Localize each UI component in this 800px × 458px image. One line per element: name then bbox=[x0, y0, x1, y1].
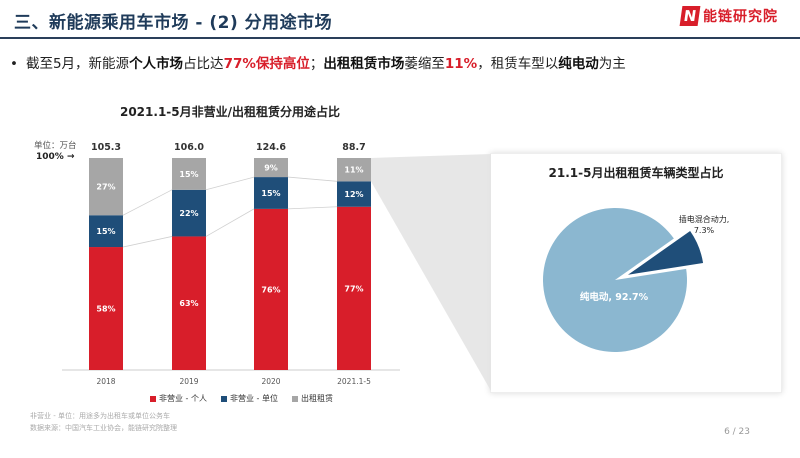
footnote-2: 数据来源：中国汽车工业协会，能链研究院整理 bbox=[30, 424, 177, 432]
hundred-percent-label: 100% → bbox=[36, 152, 75, 162]
bar-total-label: 106.0 bbox=[174, 142, 204, 153]
bar-segment bbox=[254, 158, 288, 178]
bar-segment bbox=[172, 189, 206, 237]
bar-total-label: 124.6 bbox=[256, 142, 286, 153]
legend-swatch-unit bbox=[220, 395, 227, 402]
x-tick-label: 2019 bbox=[179, 377, 198, 386]
logo-mark-icon: N bbox=[679, 6, 701, 26]
bar-segment-label: 15% bbox=[179, 170, 198, 179]
bullet-part-7: 11% bbox=[444, 56, 478, 72]
bar-connector-line bbox=[287, 206, 338, 210]
bar-total-label: 105.3 bbox=[91, 142, 121, 153]
bullet-part-9: 纯电动 bbox=[558, 56, 599, 72]
logo-text: 能链研究院 bbox=[703, 9, 778, 25]
bullet-part-5: 出租租赁市场 bbox=[323, 56, 405, 72]
bullet-text: 截至5月，新能源个人市场占比达77%保持高位；出租租赁市场萎缩至11%，租赁车型… bbox=[26, 56, 626, 72]
bar-segment-label: 11% bbox=[344, 166, 363, 175]
bullet-part-4: ； bbox=[309, 56, 324, 72]
bar-segment-label: 15% bbox=[261, 189, 280, 198]
bar-legend: 非营业 - 个人 非营业 - 单位 出租租赁 bbox=[150, 393, 333, 404]
bullet-part-8: ，租赁车型以 bbox=[477, 56, 559, 72]
bullet-part-6: 萎缩至 bbox=[404, 56, 445, 72]
legend-label-rental: 出租租赁 bbox=[300, 394, 333, 403]
bullet-part-0: 截至5月，新能源 bbox=[25, 56, 130, 72]
bar-segment bbox=[337, 181, 371, 207]
legend-label-unit: 非营业 - 单位 bbox=[229, 394, 278, 403]
legend-swatch-rental bbox=[291, 395, 298, 402]
pie-chart-title: 21.1-5月出租租赁车辆类型占比 bbox=[548, 166, 724, 180]
legend-item-rental: 出租租赁 bbox=[291, 393, 333, 404]
legend-swatch-personal bbox=[150, 395, 156, 402]
bar-segment-label: 58% bbox=[96, 305, 115, 314]
bar-connector-line bbox=[122, 236, 173, 248]
bar-segment-label: 77% bbox=[344, 284, 363, 293]
bullet-part-3: 77%保持高位 bbox=[223, 56, 310, 72]
bullet-part-2: 占比达 bbox=[183, 56, 224, 72]
bar-segment bbox=[337, 158, 371, 182]
bar-segment bbox=[337, 206, 371, 370]
x-tick-label: 2021.1-5 bbox=[337, 377, 371, 386]
summary-bullet: • 截至5月，新能源个人市场占比达77%保持高位；出租租赁市场萎缩至11%，租赁车… bbox=[10, 52, 626, 72]
bar-connector-line bbox=[287, 176, 338, 182]
x-tick-label: 2018 bbox=[96, 377, 115, 386]
bar-segment bbox=[172, 158, 206, 190]
legend-label-personal: 非营业 - 个人 bbox=[159, 394, 207, 403]
logo: N 能链研究院 bbox=[679, 6, 778, 26]
bullet-dot: • bbox=[10, 56, 18, 72]
bar-total-label: 88.7 bbox=[342, 142, 365, 153]
bar-connector-line bbox=[122, 189, 173, 216]
x-tick-label: 2020 bbox=[261, 377, 280, 386]
bullet-part-10: 为主 bbox=[598, 56, 626, 72]
legend-item-personal: 非营业 - 个人 bbox=[150, 393, 207, 404]
bar-segment-label: 22% bbox=[179, 209, 198, 218]
bar-chart-title: 2021.1-5月非营业/出租租赁分用途占比 bbox=[119, 105, 341, 119]
page-title: 三、新能源乘用车市场 - (2) 分用途市场 bbox=[14, 13, 333, 33]
title-divider bbox=[0, 37, 800, 39]
bar-segment bbox=[89, 215, 123, 248]
bar-segment-label: 12% bbox=[344, 190, 363, 199]
bar-segment bbox=[89, 158, 123, 216]
unit-label: 单位：万台 bbox=[34, 141, 77, 151]
bar-segment bbox=[254, 208, 288, 370]
legend-item-unit: 非营业 - 单位 bbox=[220, 393, 278, 404]
footnote-1: 非营业 - 单位：用途多为出租车或单位公务车 bbox=[30, 412, 170, 420]
bar-connector-line bbox=[205, 208, 255, 237]
bar-segment-label: 9% bbox=[264, 164, 278, 173]
pie-chart-panel: 21.1-5月出租租赁车辆类型占比 bbox=[490, 153, 782, 393]
zoom-wedge bbox=[371, 154, 491, 391]
bar-segment-label: 27% bbox=[96, 183, 115, 192]
bar-segment bbox=[89, 247, 123, 370]
bar-segment bbox=[172, 236, 206, 370]
bar-segment bbox=[254, 177, 288, 209]
bar-connector-line bbox=[205, 176, 255, 191]
bar-segment-label: 76% bbox=[261, 285, 280, 294]
bullet-part-1: 个人市场 bbox=[129, 56, 184, 72]
page-number: 6 / 23 bbox=[724, 427, 750, 437]
bar-segment-label: 63% bbox=[179, 299, 198, 308]
bar-segment-label: 15% bbox=[96, 227, 115, 236]
